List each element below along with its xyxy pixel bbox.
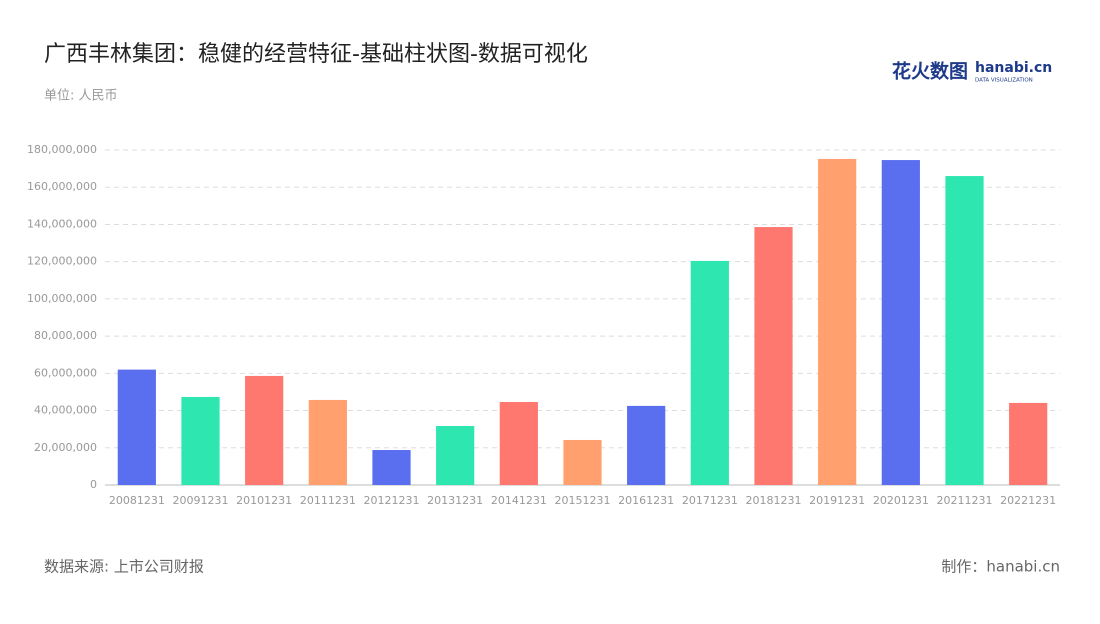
bar <box>627 405 666 485</box>
y-tick-label: 160,000,000 <box>27 180 97 193</box>
source: 数据来源: 上市公司财报 <box>44 558 204 576</box>
x-tick-label: 20171231 <box>682 494 738 507</box>
x-tick-label: 20161231 <box>618 494 674 507</box>
x-tick-label: 20081231 <box>109 494 165 507</box>
bar <box>881 160 920 486</box>
y-tick-label: 0 <box>90 478 97 491</box>
chart-title: 广西丰林集团：稳健的经营特征-基础柱状图-数据可视化 <box>44 42 588 67</box>
bar <box>308 399 347 485</box>
y-tick-label: 120,000,000 <box>27 255 97 268</box>
bar <box>181 396 220 485</box>
y-tick-label: 40,000,000 <box>34 404 97 417</box>
y-tick-label: 60,000,000 <box>34 366 97 379</box>
bar <box>1009 402 1048 485</box>
y-tick-label: 80,000,000 <box>34 329 97 342</box>
bar <box>117 369 156 485</box>
bar <box>690 260 729 485</box>
bar <box>499 401 538 485</box>
x-tick-label: 20111231 <box>300 494 356 507</box>
bar <box>245 375 284 485</box>
bar <box>372 450 411 485</box>
y-tick-label: 20,000,000 <box>34 441 97 454</box>
logo-brand: 花火数图 <box>892 60 968 83</box>
bar <box>818 158 857 485</box>
bar <box>945 176 984 486</box>
y-tick-label: 180,000,000 <box>27 143 97 156</box>
y-tick-label: 140,000,000 <box>27 217 97 230</box>
logo-tagline: DATA VISUALIZATION <box>975 78 1033 84</box>
x-tick-label: 20211231 <box>937 494 993 507</box>
x-tick-label: 20101231 <box>236 494 292 507</box>
x-tick-label: 20151231 <box>555 494 611 507</box>
y-tick-label: 100,000,000 <box>27 292 97 305</box>
logo-site: hanabi.cn <box>975 60 1052 76</box>
x-tick-label: 20201231 <box>873 494 929 507</box>
x-tick-label: 20091231 <box>173 494 229 507</box>
unit-label: 单位: 人民币 <box>44 89 118 104</box>
x-tick-label: 20221231 <box>1000 494 1056 507</box>
bar <box>754 227 793 486</box>
x-tick-label: 20141231 <box>491 494 547 507</box>
x-tick-label: 20121231 <box>364 494 420 507</box>
x-tick-label: 20181231 <box>746 494 802 507</box>
bar <box>436 426 475 485</box>
bar <box>563 439 602 485</box>
x-tick-label: 20191231 <box>809 494 865 507</box>
x-tick-label: 20131231 <box>427 494 483 507</box>
credit: 制作：hanabi.cn <box>941 558 1060 576</box>
